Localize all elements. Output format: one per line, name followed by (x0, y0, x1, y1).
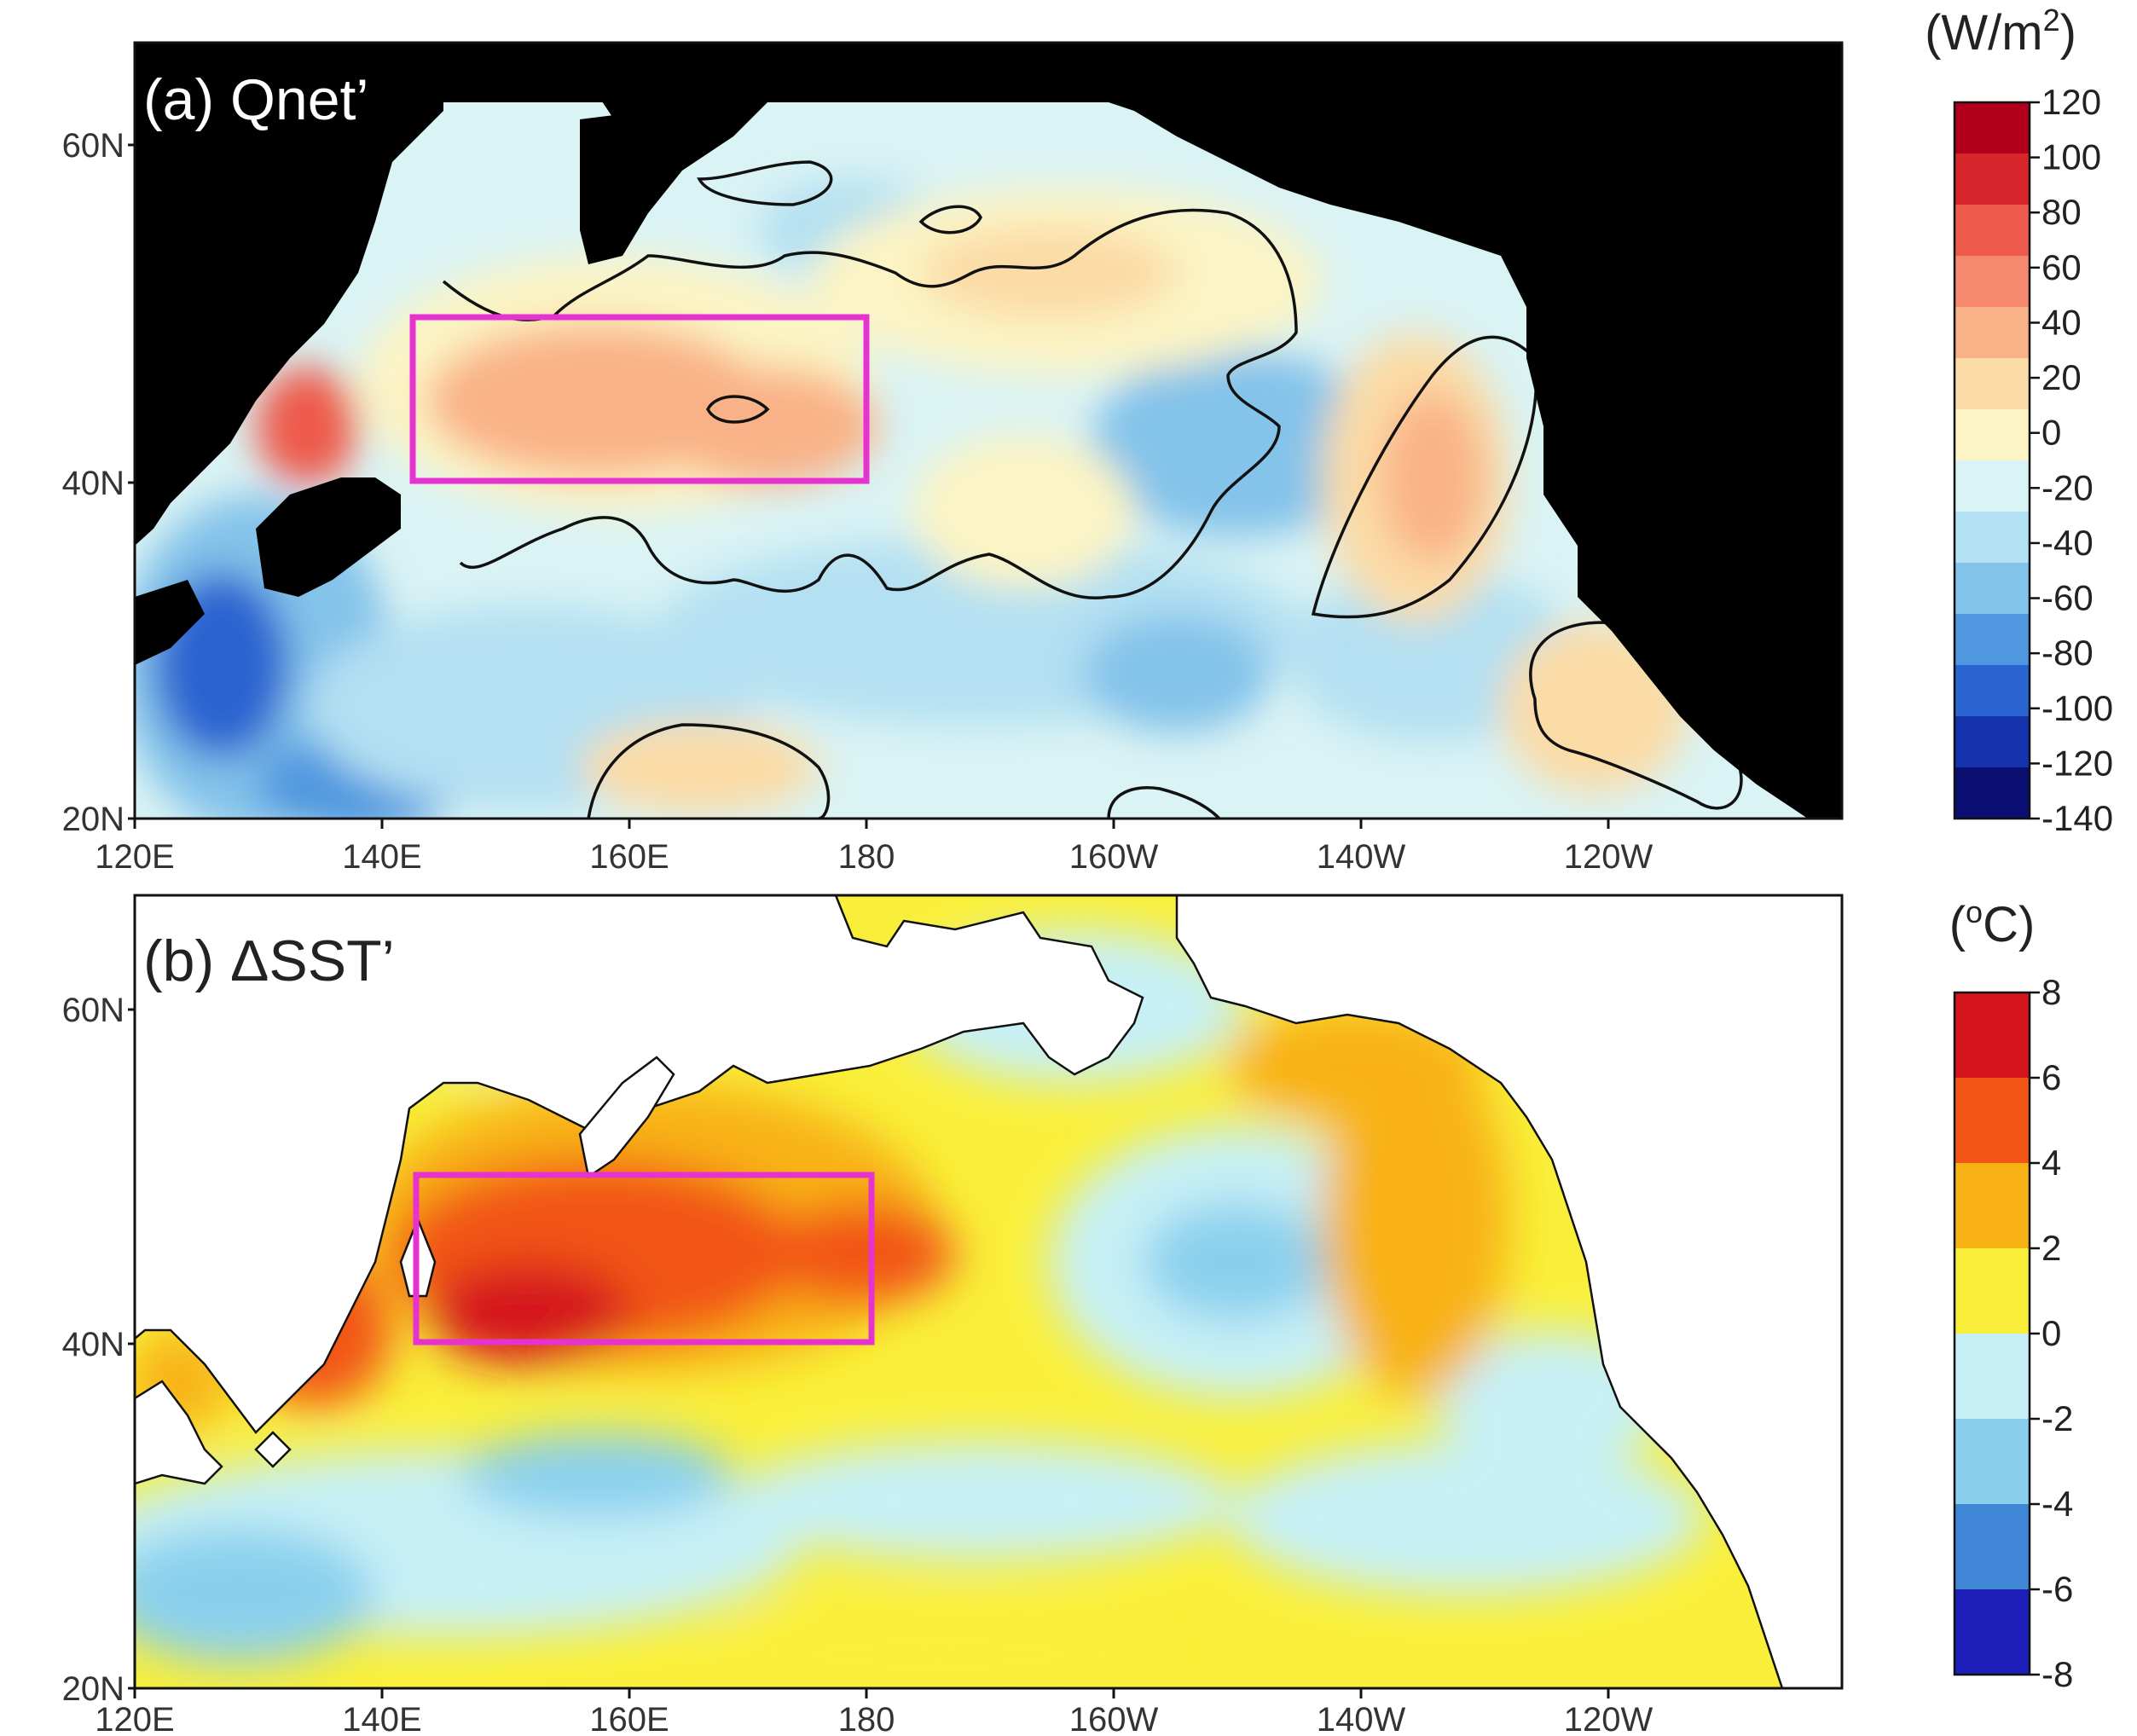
a-colorbar-tick-label-6: 0 (2041, 413, 2061, 453)
panel-b-lon-labels: 120E 140E 160E 180 160W 140W 120W (95, 1701, 1653, 1736)
lon-label-140e-a: 140E (342, 838, 421, 876)
a-colorbar-swatch-4 (1955, 307, 2030, 359)
lon-label-140w-a: 140W (1317, 838, 1406, 876)
b-colorbar-tick-label-2: 4 (2041, 1143, 2061, 1183)
b-colorbar-tick-label-1: 6 (2041, 1057, 2061, 1097)
b-colorbar-tick-label-8: -8 (2041, 1654, 2073, 1694)
a-colorbar-tick-label-2: 80 (2041, 192, 2082, 232)
a-colorbar-swatch-5 (1955, 358, 2030, 410)
b-colorbar-swatch-7 (1955, 1589, 2030, 1675)
panel-a-lat-labels: 60N 40N 20N (62, 127, 125, 838)
panel-a-colorbar-unit: (W/m2) (1925, 3, 2076, 61)
panel-a-highlight-box (409, 314, 870, 484)
b-colorbar-tick-label-5: -2 (2041, 1398, 2073, 1438)
lon-label-120w-a: 120W (1564, 838, 1653, 876)
lon-label-140e-b: 140E (342, 1701, 421, 1736)
lat-label-60n-b: 60N (62, 992, 125, 1029)
a-colorbar-tick-label-13: -140 (2041, 798, 2113, 838)
a-colorbar-tick-label-12: -120 (2041, 743, 2113, 783)
a-colorbar-tick-label-0: 120 (2041, 82, 2101, 122)
b-colorbar-swatch-4 (1955, 1334, 2030, 1420)
b-colorbar-swatch-2 (1955, 1163, 2030, 1249)
a-colorbar-swatch-13 (1955, 767, 2030, 819)
a-colorbar-swatch-1 (1955, 153, 2030, 205)
b-colorbar-swatch-1 (1955, 1078, 2030, 1164)
panel-a-land (135, 43, 1842, 819)
b-colorbar-tick-label-6: -4 (2041, 1484, 2073, 1524)
panel-b-colorbar-unit: (oC) (1949, 894, 2036, 952)
panel-a-colorbar-swatches (1955, 102, 2030, 819)
lon-label-160e-a: 160E (589, 838, 669, 876)
panel-b-colorbar-ticks: 8 6 4 2 0 -2 -4 -6 -8 (2030, 972, 2073, 1694)
a-colorbar-swatch-0 (1955, 102, 2030, 154)
b-colorbar-swatch-5 (1955, 1419, 2030, 1505)
b-colorbar-swatch-0 (1955, 992, 2030, 1079)
a-colorbar-tick-label-4: 40 (2041, 302, 2082, 342)
lat-label-20n-a: 20N (62, 801, 125, 838)
a-colorbar-swatch-3 (1955, 256, 2030, 308)
lon-label-180-a: 180 (838, 838, 895, 876)
a-colorbar-swatch-11 (1955, 665, 2030, 717)
lat-label-40n-b: 40N (62, 1326, 125, 1363)
a-colorbar-swatch-6 (1955, 409, 2030, 461)
a-colorbar-swatch-2 (1955, 205, 2030, 257)
a-colorbar-swatch-10 (1955, 614, 2030, 666)
lon-label-160e-b: 160E (589, 1701, 669, 1736)
panel-a-lon-labels: 120E 140E 160E 180 160W 140W 120W (95, 838, 1653, 876)
panel-b-title: (b) ΔSST’ (143, 929, 395, 993)
lat-label-20n-b: 20N (62, 1670, 125, 1708)
b-colorbar-swatch-6 (1955, 1504, 2030, 1590)
a-colorbar-swatch-9 (1955, 563, 2030, 615)
b-colorbar-tick-label-3: 2 (2041, 1228, 2061, 1268)
a-colorbar-swatch-7 (1955, 460, 2030, 512)
panel-b-highlight-box (413, 1172, 875, 1345)
lon-label-120e-b: 120E (95, 1701, 174, 1736)
panel-b-map: (b) ΔSST’ (133, 894, 1844, 1690)
a-colorbar-tick-label-3: 60 (2041, 247, 2082, 287)
b-colorbar-tick-label-0: 8 (2041, 972, 2061, 1012)
lat-label-40n-a: 40N (62, 465, 125, 502)
panel-b-frame (133, 894, 1844, 1690)
a-colorbar-tick-label-8: -40 (2041, 523, 2094, 563)
lat-label-60n-a: 60N (62, 127, 125, 165)
lon-label-180-b: 180 (838, 1701, 895, 1736)
panel-a-frame (133, 41, 1844, 820)
lon-label-120w-b: 120W (1564, 1701, 1653, 1736)
b-colorbar-tick-label-7: -6 (2041, 1569, 2073, 1609)
a-colorbar-swatch-12 (1955, 716, 2030, 768)
panel-a-colorbar-ticks: 120 100 80 60 40 20 0 -20 -40 -60 -80 -100 -120 -140 (2030, 82, 2113, 838)
a-colorbar-tick-label-10: -80 (2041, 633, 2094, 673)
a-colorbar-tick-label-7: -20 (2041, 467, 2094, 507)
panel-a-colorbar: (W/m2) 120 100 80 60 40 20 0 -20 -40 -60 -80 -100 -1… (1925, 3, 2113, 838)
lon-label-160w-b: 160W (1069, 1701, 1159, 1736)
a-colorbar-tick-label-5: 20 (2041, 357, 2082, 397)
lon-label-120e-a: 120E (95, 838, 174, 876)
panel-b-colorbar-swatches (1955, 992, 2030, 1675)
lon-label-140w-b: 140W (1317, 1701, 1406, 1736)
a-colorbar-swatch-8 (1955, 512, 2030, 564)
a-colorbar-tick-label-11: -100 (2041, 688, 2113, 728)
a-colorbar-tick-label-1: 100 (2041, 137, 2101, 177)
panel-b-axes (128, 1008, 1610, 1698)
panel-a-axes (128, 143, 1610, 829)
panel-a-map: (a) Qnet’ (133, 41, 1844, 820)
b-colorbar-swatch-3 (1955, 1248, 2030, 1334)
panel-b-lat-labels: 60N 40N 20N (62, 992, 125, 1708)
panel-b-land (135, 895, 1842, 1688)
panel-a-title: (a) Qnet’ (143, 67, 369, 132)
lon-label-160w-a: 160W (1069, 838, 1159, 876)
panel-b-colorbar: (oC) 8 6 4 2 0 -2 -4 -6 -8 (1949, 894, 2074, 1694)
a-colorbar-tick-label-9: -60 (2041, 578, 2094, 618)
b-colorbar-tick-label-4: 0 (2041, 1313, 2061, 1353)
